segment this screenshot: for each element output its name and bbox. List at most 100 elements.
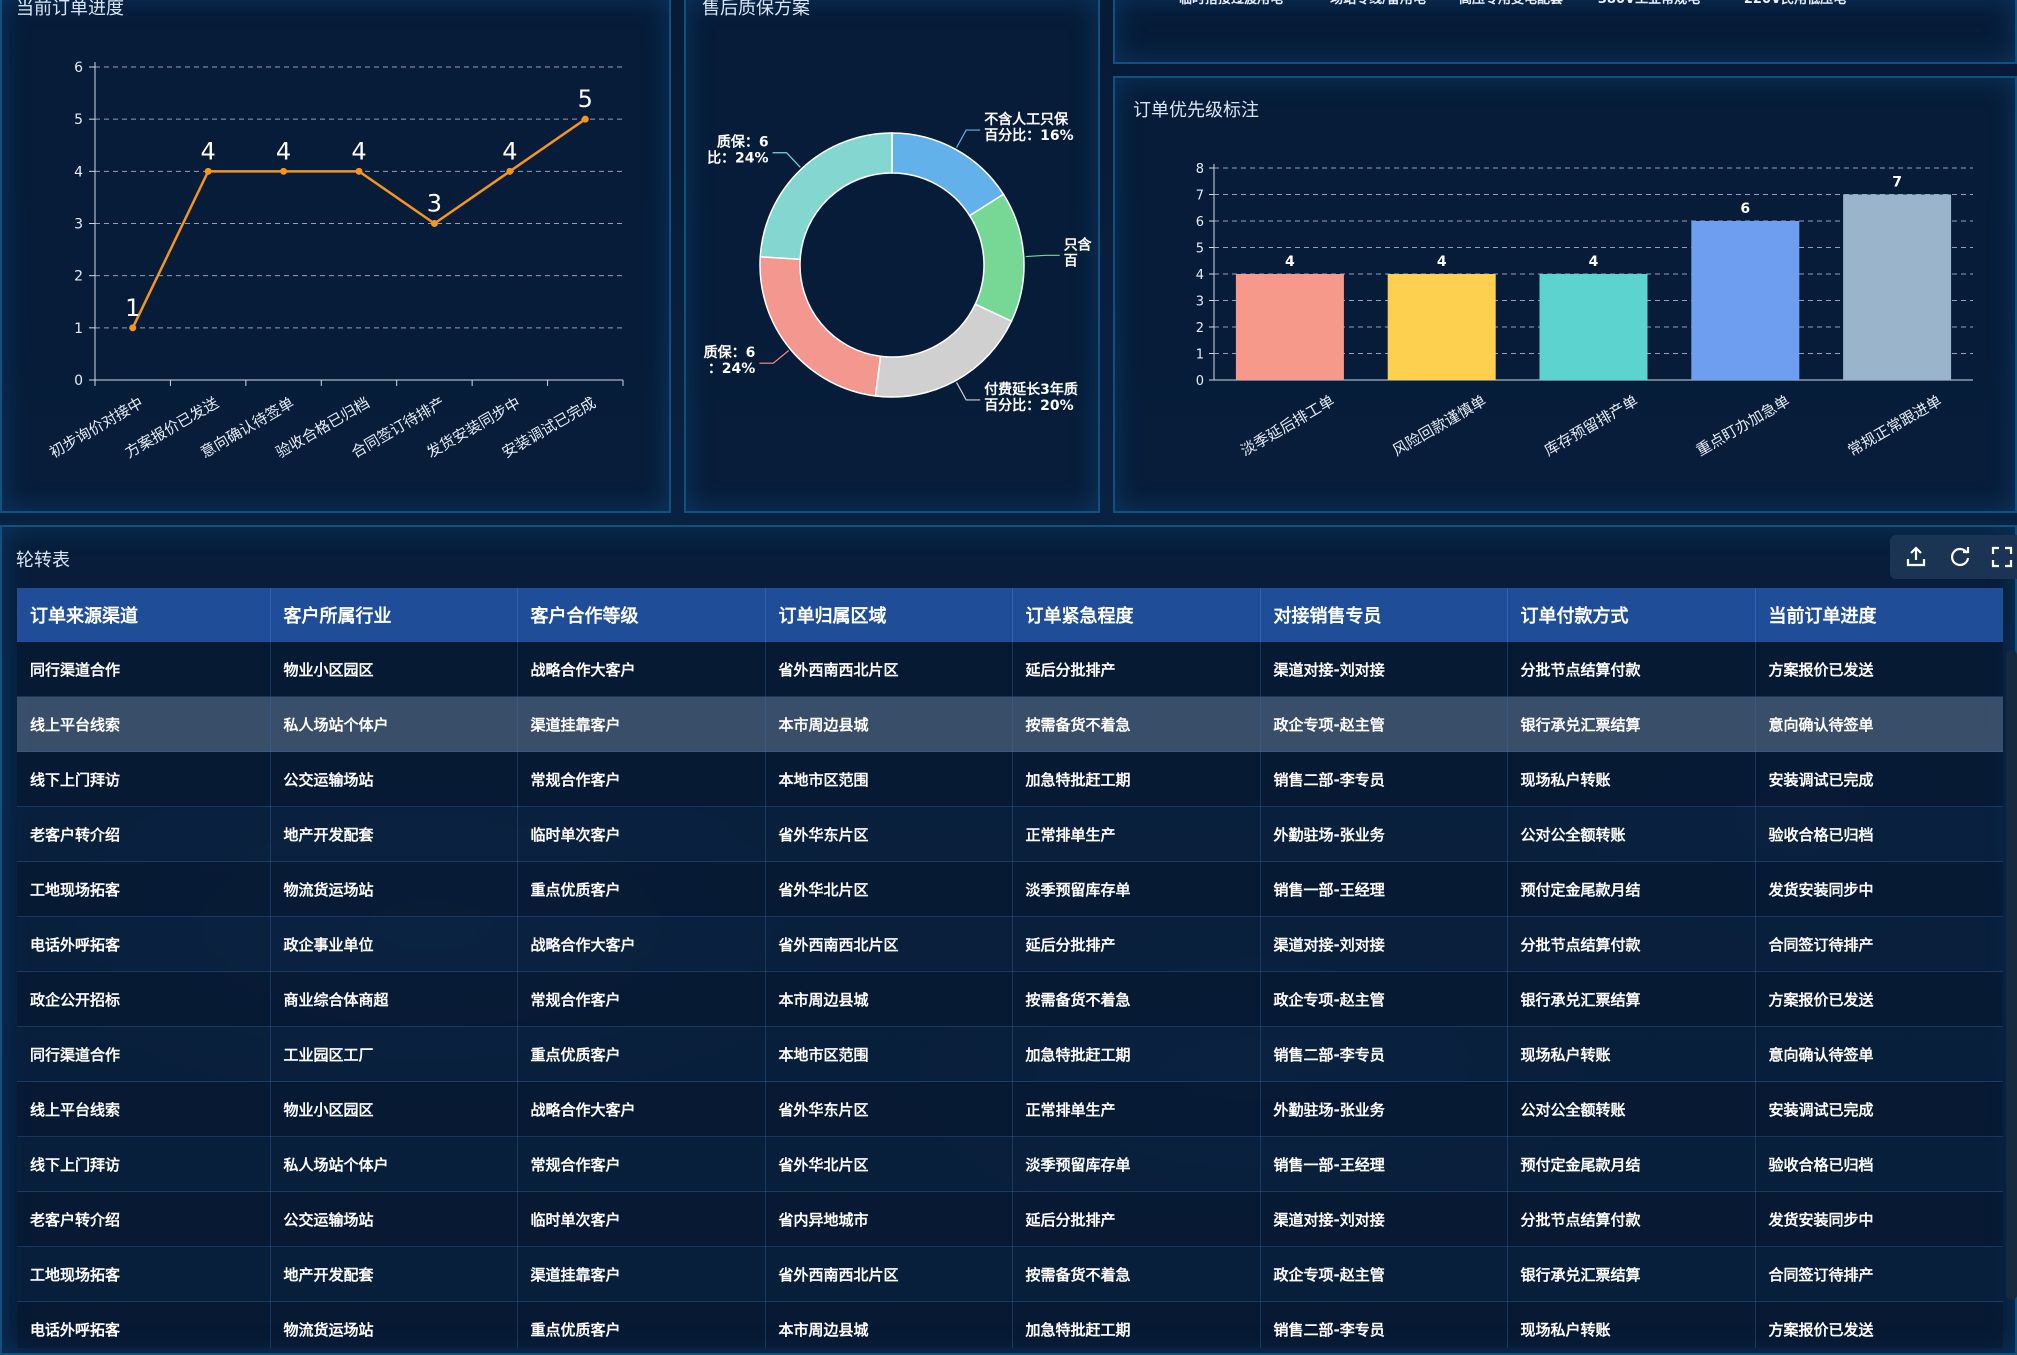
column-header[interactable]: 订单紧急程度: [1012, 588, 1261, 642]
table-cell: 工业园区工厂: [270, 1026, 518, 1082]
bar: [1235, 274, 1344, 380]
after-sales-warranty-title: 售后质保方案: [702, 0, 810, 19]
table-header-row: 订单来源渠道 客户所属行业 客户合作等级 订单归属区域 订单紧急程度 对接销售专员 订单付款…: [17, 588, 2003, 642]
slice-name-label: 质保：6: [704, 344, 756, 361]
table-cell: 销售二部-李专员: [1260, 1026, 1508, 1082]
table-cell: 物业小区园区: [270, 642, 518, 697]
table-cell: 工地现场拓客: [17, 1246, 271, 1302]
table-row[interactable]: 线下上门拜访 公交运输场站 常规合作客户 本地市区范围 加急特批赶工期 销售二部-李专员现…: [17, 751, 2003, 807]
table-cell: 外勤驻场-张业务: [1260, 1081, 1508, 1137]
bar-value-label: 4: [1589, 254, 1599, 270]
table-cell: 现场私户转账: [1507, 1026, 1756, 1082]
donut-slice: [759, 132, 893, 261]
table-row[interactable]: 线上平台线索 私人场站个体户 渠道挂靠客户 本市周边县城 按需备货不着急 政企专项-赵主管…: [17, 696, 2003, 752]
y-tick-label: 2: [74, 269, 83, 285]
table-cell: 省外西南西北片区: [765, 642, 1013, 697]
table-cell: 私人场站个体户: [270, 1136, 518, 1192]
table-cell: 加急特批赶工期: [1012, 1301, 1261, 1348]
export-button[interactable]: [1902, 543, 1930, 571]
slice-leader-line: [956, 129, 981, 148]
x-tick-label: 库存预留排产单: [1541, 392, 1641, 460]
column-header[interactable]: 当前订单进度: [1755, 588, 2003, 642]
bar: [1691, 221, 1800, 380]
table-cell: 正常排单生产: [1012, 1081, 1261, 1137]
table-cell: 意向确认待签单: [1755, 1026, 2003, 1082]
table-toolbar: [1890, 535, 2017, 579]
refresh-button[interactable]: [1946, 543, 1974, 571]
table-cell: 省内异地城市: [765, 1191, 1013, 1247]
column-header[interactable]: 客户合作等级: [517, 588, 766, 642]
table-cell: 政企公开招标: [17, 971, 271, 1027]
power-type-label: 220V民用低压电: [1705, 0, 1885, 7]
table-cell: 方案报价已发送: [1755, 642, 2003, 697]
table-row[interactable]: 工地现场拓客 地产开发配套 渠道挂靠客户 省外西南西北片区 按需备货不着急 政企专项-赵主…: [17, 1246, 2003, 1302]
data-label: 1: [125, 294, 140, 322]
table-cell: 公交运输场站: [270, 751, 518, 807]
y-tick-label: 4: [74, 164, 83, 180]
y-tick-label: 0: [1196, 374, 1204, 389]
slice-percent-label: 百分比：16%: [984, 127, 1074, 144]
column-header[interactable]: 订单付款方式: [1507, 588, 1756, 642]
bar-value-label: 4: [1285, 254, 1295, 270]
data-label: 4: [276, 137, 291, 165]
table-row[interactable]: 同行渠道合作 物业小区园区 战略合作大客户 省外西南西北片区 延后分批排产 渠道对接-刘对…: [17, 642, 2003, 697]
column-header[interactable]: 对接销售专员: [1260, 588, 1508, 642]
table-cell: 发货安装同步中: [1755, 1191, 2003, 1247]
table-cell: 省外西南西北片区: [765, 1246, 1013, 1302]
y-tick-label: 6: [74, 60, 83, 76]
y-tick-label: 0: [74, 373, 83, 389]
table-cell: 验收合格已归档: [1755, 1136, 2003, 1192]
table-cell: 同行渠道合作: [17, 642, 271, 697]
table-row[interactable]: 电话外呼拓客 政企事业单位 战略合作大客户 省外西南西北片区 延后分批排产 渠道对接-刘对…: [17, 916, 2003, 972]
table-cell: 银行承兑汇票结算: [1507, 1246, 1756, 1302]
order-progress-title: 当前订单进度: [16, 0, 124, 19]
data-label: 4: [201, 137, 216, 165]
column-header[interactable]: 客户所属行业: [270, 588, 518, 642]
table-cell: 按需备货不着急: [1012, 971, 1261, 1027]
table-cell: 线下上门拜访: [17, 1136, 271, 1192]
table-row[interactable]: 同行渠道合作 工业园区工厂 重点优质客户 本地市区范围 加急特批赶工期 销售二部-李专员现…: [17, 1026, 2003, 1082]
table-row[interactable]: 电话外呼拓客 物流货运场站 重点优质客户 本市周边县城 加急特批赶工期 销售二部-李专员现…: [17, 1301, 2003, 1348]
table-cell: 延后分批排产: [1012, 916, 1261, 972]
slice-percent-label: 百: [1064, 253, 1078, 269]
table-cell: 销售二部-李专员: [1260, 1301, 1508, 1348]
slice-name-label: 质保：6: [717, 134, 769, 151]
table-cell: 预付定金尾款月结: [1507, 1136, 1756, 1192]
table-cell: 物流货运场站: [270, 1301, 518, 1348]
y-tick-label: 7: [1196, 189, 1204, 204]
table-row[interactable]: 线上平台线索 物业小区园区 战略合作大客户 省外华东片区 正常排单生产 外勤驻场-张业务公…: [17, 1081, 2003, 1137]
table-row[interactable]: 老客户转介绍 公交运输场站 临时单次客户 省内异地城市 延后分批排产 渠道对接-刘对接 分批…: [17, 1191, 2003, 1247]
table-cell: 延后分批排产: [1012, 1191, 1261, 1247]
table-row[interactable]: 政企公开招标 商业综合体商超 常规合作客户 本市周边县城 按需备货不着急 政企专项-赵主管…: [17, 971, 2003, 1027]
table-cell: 公对公全额转账: [1507, 1081, 1756, 1137]
table-cell: 商业综合体商超: [270, 971, 518, 1027]
column-header[interactable]: 订单来源渠道: [17, 588, 271, 642]
table-cell: 地产开发配套: [270, 806, 518, 862]
table-row[interactable]: 线下上门拜访 私人场站个体户 常规合作客户 省外华北片区 淡季预留库存单 销售一部-王经理…: [17, 1136, 2003, 1192]
table-cell: 电话外呼拓客: [17, 916, 271, 972]
table-cell: 常规合作客户: [517, 751, 766, 807]
table-scrollbar[interactable]: [2006, 650, 2017, 1300]
table-row[interactable]: 工地现场拓客 物流货运场站 重点优质客户 省外华北片区 淡季预留库存单 销售一部-王经理预…: [17, 861, 2003, 917]
table-cell: 线上平台线索: [17, 696, 271, 752]
table-cell: 省外华东片区: [765, 1081, 1013, 1137]
power-type-label: 高压专用变电配套: [1421, 0, 1601, 7]
data-label: 3: [427, 190, 442, 218]
y-tick-label: 1: [1196, 348, 1204, 363]
column-header[interactable]: 订单归属区域: [765, 588, 1013, 642]
table-cell: 物流货运场站: [270, 861, 518, 917]
data-point: [581, 115, 589, 123]
rotation-table-container[interactable]: 订单来源渠道 客户所属行业 客户合作等级 订单归属区域 订单紧急程度 对接销售专员 订单付款…: [17, 588, 2003, 1348]
fullscreen-icon: [1991, 546, 2013, 568]
table-cell: 意向确认待签单: [1755, 696, 2003, 752]
y-tick-label: 5: [74, 112, 83, 128]
power-type-label: 场站专线/备用电: [1288, 0, 1468, 7]
table-cell: 渠道对接-刘对接: [1260, 642, 1508, 697]
order-progress-panel: [0, 0, 671, 513]
table-cell: 老客户转介绍: [17, 1191, 271, 1247]
data-label: 4: [351, 137, 366, 165]
fullscreen-button[interactable]: [1988, 543, 2016, 571]
after-sales-warranty-donut-chart: 不含人工只保百分比：16%只含百付费延长3年质百分比：20%质保：6：24%质保…: [704, 111, 1093, 414]
table-row[interactable]: 老客户转介绍 地产开发配套 临时单次客户 省外华东片区 正常排单生产 外勤驻场-张业务 公对…: [17, 806, 2003, 862]
data-point: [129, 324, 137, 332]
